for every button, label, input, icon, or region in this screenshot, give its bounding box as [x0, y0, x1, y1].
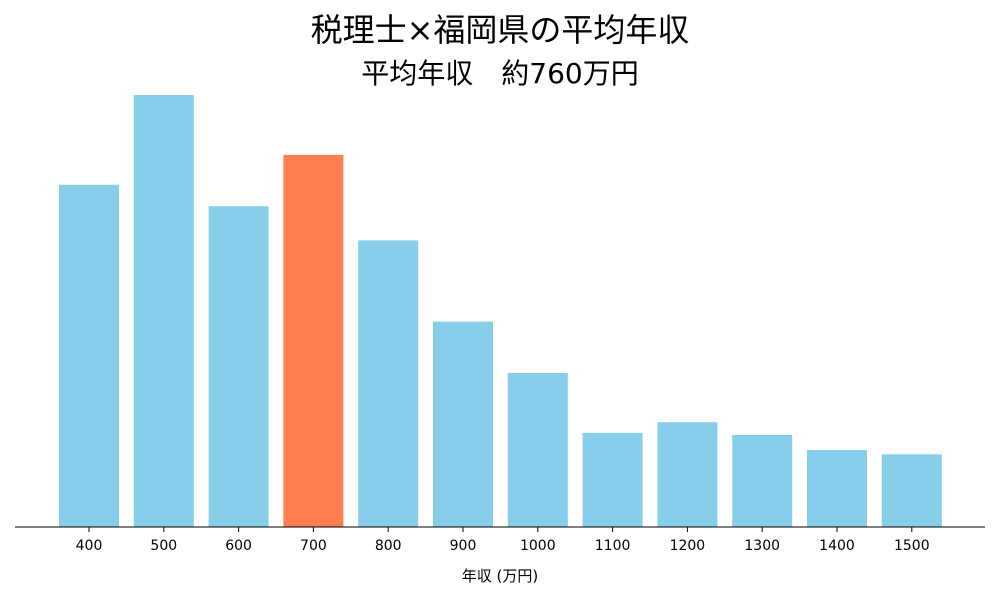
- x-axis-label: 年収 (万円): [462, 567, 538, 585]
- chart-title: 税理士×福岡県の平均年収: [310, 11, 690, 49]
- chart-subtitle: 平均年収 約760万円: [361, 57, 639, 90]
- x-tick-label: 800: [375, 538, 402, 554]
- bar-1400: [807, 450, 867, 527]
- bar-800: [358, 240, 419, 527]
- x-tick-label: 400: [76, 538, 103, 554]
- x-ticks: 400 500 600 700 800 900 1000 1100 1200 1300 1400 15…: [76, 527, 930, 554]
- bar-900: [433, 321, 493, 527]
- x-tick-label: 700: [300, 538, 327, 554]
- x-tick-label: 1200: [670, 538, 706, 554]
- x-tick-label: 1000: [520, 538, 556, 554]
- bar-1000: [507, 373, 568, 527]
- x-tick-label: 1100: [595, 538, 631, 554]
- bar-1500: [881, 454, 942, 527]
- bar-600: [208, 206, 269, 527]
- bar-1100: [582, 432, 643, 527]
- bar-1200: [657, 422, 718, 527]
- x-tick-label: 1500: [894, 538, 930, 554]
- bar-700: [283, 154, 344, 527]
- x-tick-label: 900: [450, 538, 477, 554]
- x-tick-label: 1300: [744, 538, 780, 554]
- bar-500: [133, 95, 194, 527]
- x-tick-label: 1400: [819, 538, 855, 554]
- bar-400: [59, 184, 119, 528]
- bar-1300: [732, 435, 793, 527]
- bars-layer: [59, 95, 942, 528]
- x-tick-label: 600: [225, 538, 252, 554]
- x-tick-label: 500: [150, 538, 177, 554]
